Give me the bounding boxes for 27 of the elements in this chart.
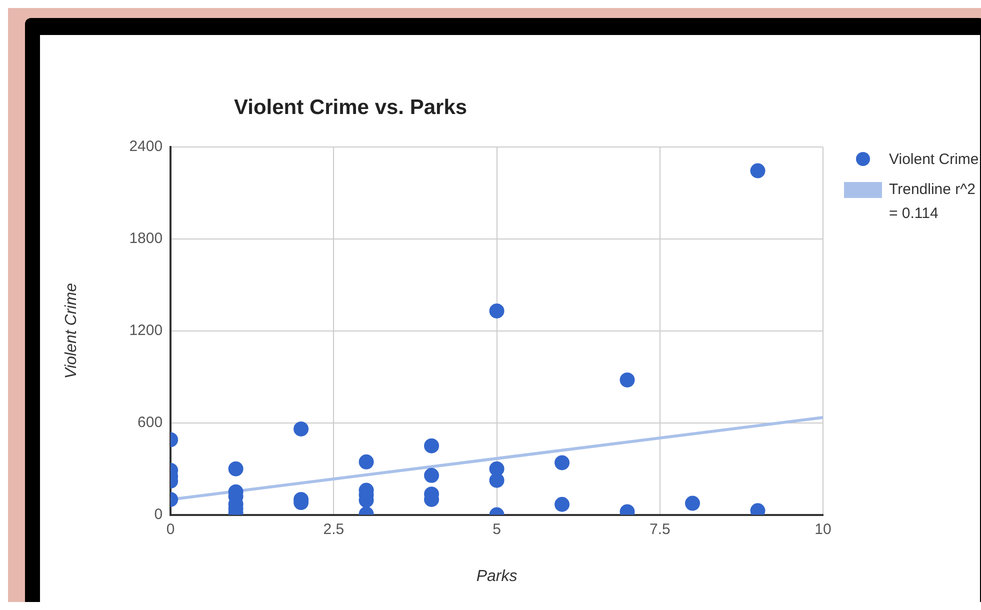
y-axis-title: Violent Crime <box>63 282 80 379</box>
point <box>489 472 504 488</box>
y-tick-label: 1200 <box>129 322 163 340</box>
point <box>489 303 504 318</box>
point <box>228 461 244 476</box>
x-tick-label: 2.5 <box>323 520 344 538</box>
y-tick-label: 2400 <box>129 138 163 156</box>
point <box>554 496 570 512</box>
legend-label: Trendline r^2 = 0.114 <box>889 180 977 224</box>
point <box>424 468 440 483</box>
x-tick-label: 7.5 <box>649 520 670 538</box>
point <box>620 372 635 388</box>
x-tick-label: 5 <box>492 520 501 538</box>
x-axis-title: Parks <box>476 568 518 585</box>
point <box>294 421 309 436</box>
point <box>554 455 570 470</box>
chart-title: Violent Crime vs. Parks <box>234 96 468 120</box>
y-tick-label: 600 <box>138 414 163 431</box>
point <box>750 163 766 178</box>
y-tick-label: 0 <box>154 506 163 523</box>
point <box>358 454 374 470</box>
x-tick-label: 0 <box>166 520 175 538</box>
x-tick-label: 10 <box>814 520 832 538</box>
legend-label: Violent Crime <box>889 150 979 170</box>
y-tick-label: 1800 <box>129 230 163 248</box>
point <box>685 496 700 511</box>
point <box>424 438 440 454</box>
